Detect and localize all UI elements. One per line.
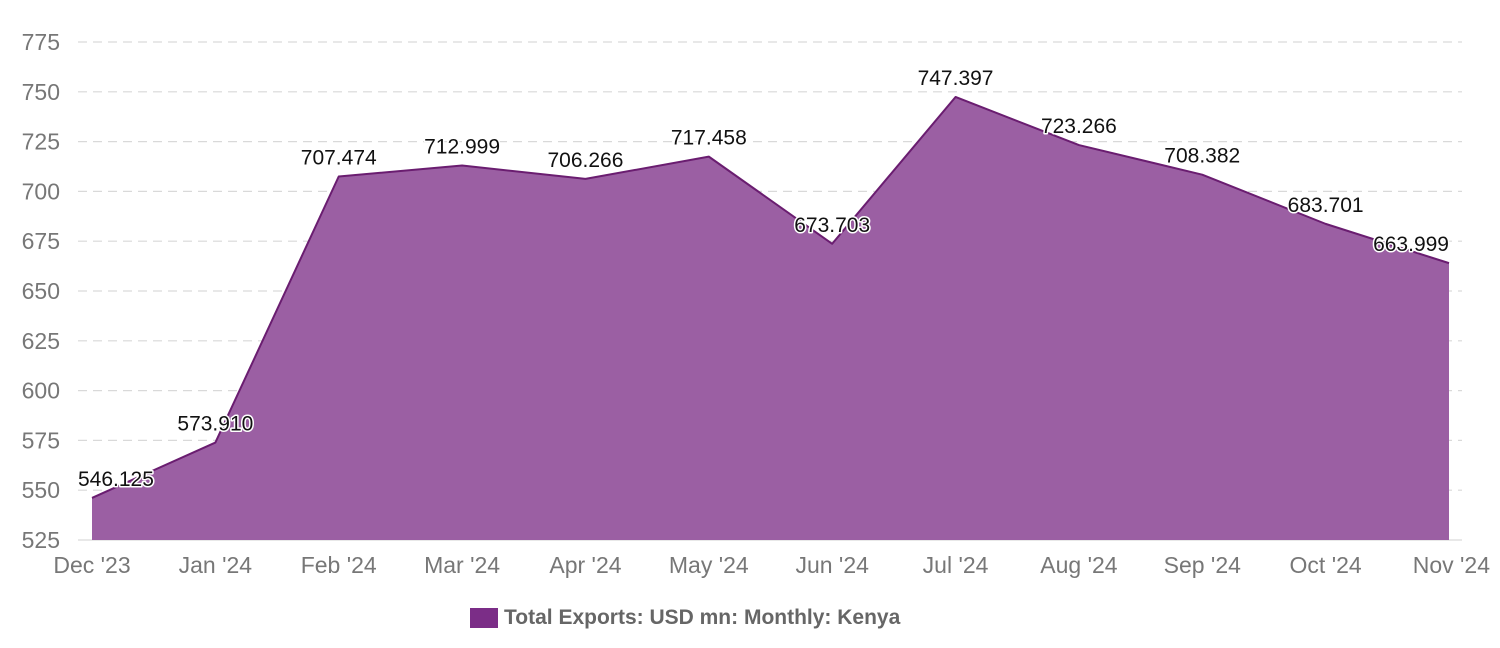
data-label: 712.999 — [424, 136, 500, 159]
legend[interactable]: Total Exports: USD mn: Monthly: Kenya — [470, 606, 900, 630]
data-label: 683.701 — [1288, 194, 1364, 217]
data-label: 747.397 — [918, 67, 994, 90]
data-point[interactable] — [334, 172, 344, 182]
data-point[interactable] — [580, 174, 590, 184]
x-tick-label: Apr '24 — [549, 552, 621, 578]
data-label: 706.266 — [547, 149, 623, 172]
data-labels: 546.125 573.910 707.474 712.999 706.266 717.4… — [77, 65, 1451, 492]
series-line — [91, 95, 1450, 499]
data-label: 707.474 — [301, 147, 377, 170]
data-point[interactable] — [1074, 140, 1084, 150]
data-point[interactable] — [704, 152, 714, 162]
y-tick-label: 550 — [22, 477, 60, 503]
data-label: 573.910 — [177, 413, 253, 436]
exports-area-chart: 525 550 575 600 625 650 675 700 725 750 775 Dec '2… — [22, 29, 1491, 578]
legend-swatch — [470, 608, 498, 628]
data-point[interactable] — [951, 92, 961, 102]
x-tick-label: Jun '24 — [795, 552, 869, 578]
x-tick-label: Oct '24 — [1290, 552, 1362, 578]
area-layer — [87, 92, 1454, 541]
y-tick-label: 750 — [22, 79, 60, 105]
data-label: 723.266 — [1041, 115, 1117, 138]
data-point[interactable] — [210, 438, 220, 448]
data-point[interactable] — [457, 161, 467, 171]
data-point[interactable] — [827, 239, 837, 249]
x-tick-label: Dec '23 — [53, 552, 130, 578]
legend-label: Total Exports: USD mn: Monthly: Kenya — [504, 606, 901, 629]
y-tick-label: 700 — [22, 178, 60, 204]
y-tick-label: 725 — [22, 129, 60, 155]
data-point[interactable] — [1197, 170, 1207, 180]
data-label: 708.382 — [1164, 145, 1240, 168]
y-tick-label: 525 — [22, 527, 60, 553]
x-tick-label: Jan '24 — [179, 552, 253, 578]
y-axis: 525 550 575 600 625 650 675 700 725 750 775 — [22, 29, 60, 553]
y-tick-label: 625 — [22, 328, 60, 354]
x-axis: Dec '23 Jan '24 Feb '24 Mar '24 Apr '24 May '… — [53, 552, 1490, 578]
x-tick-label: Sep '24 — [1164, 552, 1241, 578]
data-point[interactable] — [87, 493, 97, 503]
data-label: 663.999 — [1373, 233, 1449, 256]
data-label: 673.703 — [794, 214, 870, 237]
x-tick-label: Aug '24 — [1040, 552, 1117, 578]
y-tick-label: 675 — [22, 228, 60, 254]
x-tick-label: Feb '24 — [301, 552, 377, 578]
x-tick-label: Mar '24 — [424, 552, 500, 578]
data-label: 546.125 — [78, 468, 154, 491]
data-label: 717.458 — [671, 127, 747, 150]
area-fill — [92, 96, 1449, 541]
x-tick-label: Nov '24 — [1413, 552, 1490, 578]
data-point[interactable] — [1444, 258, 1454, 268]
y-tick-label: 600 — [22, 378, 60, 404]
y-tick-label: 775 — [22, 29, 60, 55]
y-tick-label: 650 — [22, 278, 60, 304]
x-tick-label: May '24 — [669, 552, 749, 578]
data-point[interactable] — [1321, 219, 1331, 229]
x-tick-label: Jul '24 — [923, 552, 989, 578]
y-tick-label: 575 — [22, 427, 60, 453]
